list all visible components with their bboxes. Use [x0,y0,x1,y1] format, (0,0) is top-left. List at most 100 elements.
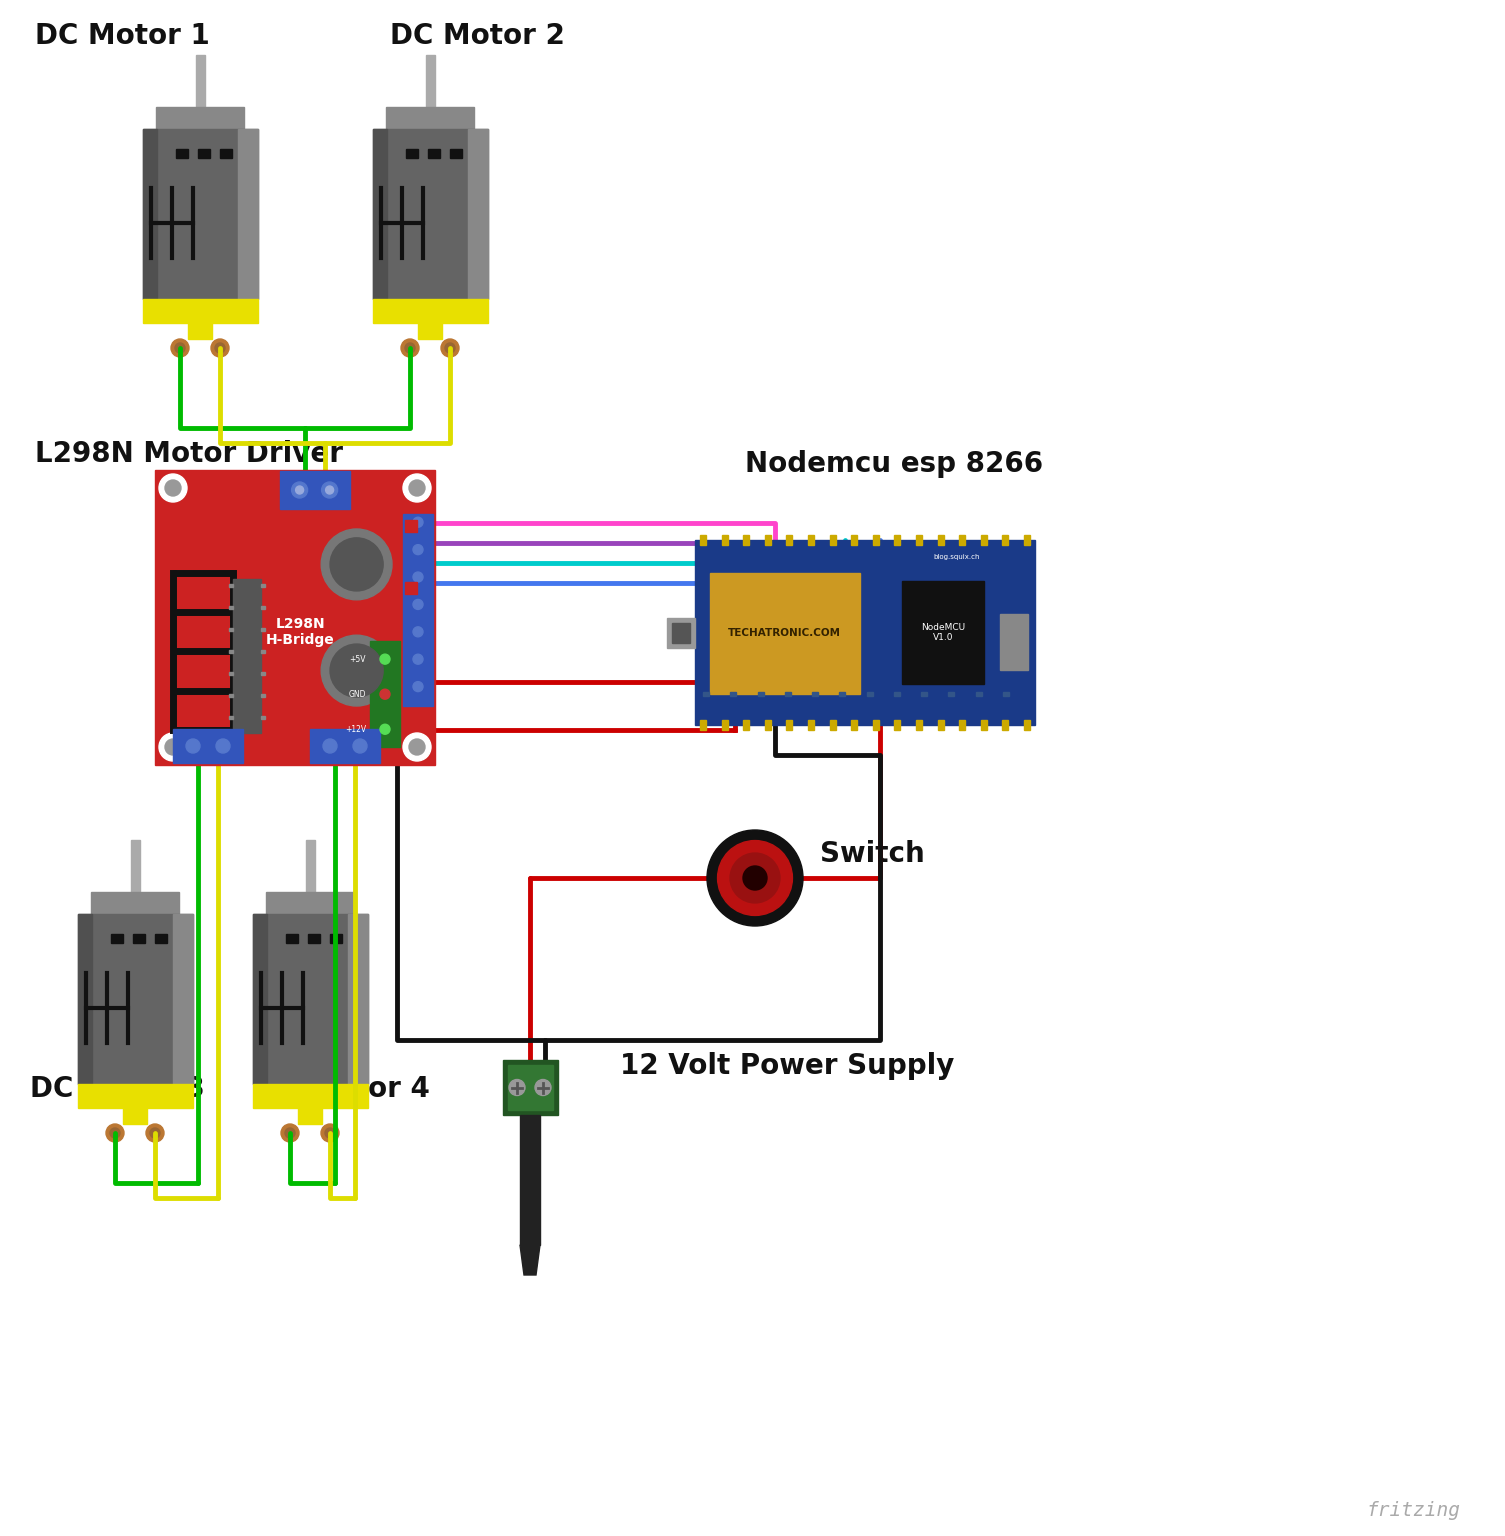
Text: fritzing: fritzing [1367,1501,1460,1521]
Text: +5V: +5V [349,654,366,664]
Bar [196,55,205,108]
Circle shape [409,479,424,496]
Bar [143,129,157,300]
Circle shape [321,636,391,707]
Bar [111,934,123,943]
Bar [309,934,321,943]
Bar [787,535,793,545]
Circle shape [166,479,181,496]
Circle shape [217,739,230,753]
Circle shape [292,482,307,498]
Bar [852,720,858,730]
Bar [959,535,965,545]
Text: +12V: +12V [345,725,366,734]
Bar [1023,535,1029,545]
Bar [503,1060,557,1115]
Bar [260,650,265,653]
Circle shape [284,1127,295,1138]
Circle shape [105,1124,123,1141]
Bar [370,641,400,748]
Bar [229,650,233,653]
Text: L298N Motor Driver: L298N Motor Driver [35,439,343,468]
Bar [787,720,793,730]
Bar [90,892,179,914]
Bar [188,323,212,339]
Circle shape [730,852,780,903]
Circle shape [322,482,337,498]
Bar [266,892,354,914]
Bar [1002,535,1008,545]
Bar [721,720,727,730]
Bar [938,535,944,545]
Circle shape [441,339,459,356]
Bar [157,108,244,129]
Bar [981,720,987,730]
Bar [403,515,433,707]
Circle shape [412,627,423,637]
Bar [507,1064,552,1111]
Bar [710,573,859,694]
Bar [917,720,923,730]
Bar [921,691,927,696]
Text: L298N
H-Bridge: L298N H-Bridge [266,617,336,647]
Bar [757,691,763,696]
Polygon shape [521,1246,540,1275]
Circle shape [325,1127,336,1138]
Bar [721,535,727,545]
Bar [1002,691,1008,696]
Text: Switch: Switch [820,840,924,868]
Circle shape [707,829,804,926]
Text: TECHATRONIC.COM: TECHATRONIC.COM [728,628,841,639]
Text: DC Motor 3: DC Motor 3 [30,1075,205,1103]
Bar [840,691,846,696]
Text: 12 Volt Power Supply: 12 Volt Power Supply [620,1052,954,1080]
Circle shape [379,690,390,699]
Bar [999,614,1028,670]
Circle shape [445,343,455,353]
Bar [229,671,233,674]
Bar [406,149,418,158]
Bar [426,55,435,108]
Bar [373,300,488,323]
Bar [173,730,242,763]
Bar [873,720,879,730]
Circle shape [321,1124,339,1141]
Bar [260,671,265,674]
Bar [808,535,814,545]
Circle shape [405,343,415,353]
Bar [229,607,233,610]
Circle shape [146,1124,164,1141]
Circle shape [330,538,384,591]
Bar [468,129,488,300]
Circle shape [172,339,190,356]
Bar [155,934,167,943]
Circle shape [160,733,187,760]
Circle shape [215,343,226,353]
Bar [700,535,706,545]
Circle shape [211,339,229,356]
Circle shape [412,682,423,691]
Circle shape [403,733,430,760]
Circle shape [354,739,367,753]
Bar [131,840,140,892]
Bar [286,934,298,943]
Bar [405,582,417,594]
Bar [238,129,257,300]
Bar [298,1107,322,1124]
Circle shape [330,644,384,697]
Bar [521,1115,540,1246]
Bar [260,716,265,719]
Circle shape [412,518,423,527]
Bar [427,149,439,158]
Circle shape [412,545,423,554]
Text: NodeMCU
V1.0: NodeMCU V1.0 [921,622,965,642]
Bar [695,541,1035,725]
Bar [418,323,442,339]
Bar [873,535,879,545]
Text: DC Motor 2: DC Motor 2 [390,22,564,51]
Bar [77,914,193,1084]
Bar [253,1084,367,1107]
Bar [894,720,900,730]
Bar [229,584,233,587]
Bar [852,535,858,545]
